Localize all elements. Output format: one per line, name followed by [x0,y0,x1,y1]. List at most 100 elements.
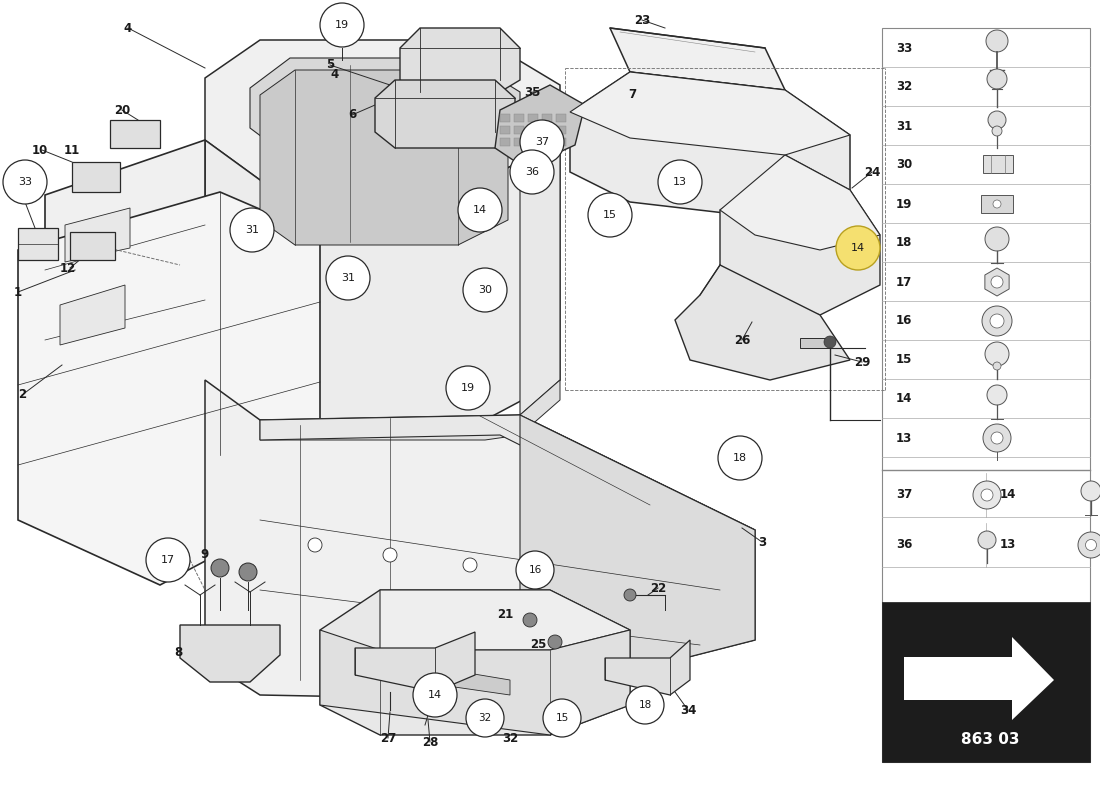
Text: 31: 31 [895,119,912,133]
Text: 30: 30 [478,285,492,295]
Circle shape [981,489,993,501]
Polygon shape [675,265,850,380]
Bar [514,138,524,146]
Text: 21: 21 [497,609,513,622]
Circle shape [516,551,554,589]
Text: 37: 37 [535,137,549,147]
Circle shape [412,673,456,717]
Circle shape [993,362,1001,370]
Polygon shape [983,155,1013,173]
Text: 6: 6 [348,109,356,122]
Text: 14: 14 [428,690,442,700]
Circle shape [146,538,190,582]
Polygon shape [65,208,130,262]
Text: 33: 33 [18,177,32,187]
Text: 13: 13 [895,431,912,445]
Circle shape [383,548,397,562]
Polygon shape [882,602,1090,762]
Circle shape [308,538,322,552]
Text: 17: 17 [895,275,912,289]
Circle shape [548,635,562,649]
Polygon shape [570,72,850,220]
Circle shape [626,686,664,724]
Polygon shape [420,665,510,695]
Circle shape [658,160,702,204]
Text: 29: 29 [854,355,870,369]
Circle shape [3,160,47,204]
Circle shape [520,120,564,164]
Polygon shape [45,140,205,435]
Text: 37: 37 [895,489,912,502]
Circle shape [991,276,1003,288]
Polygon shape [205,140,560,420]
Circle shape [836,226,880,270]
Text: 14: 14 [851,243,865,253]
Text: 23: 23 [634,14,650,26]
Circle shape [446,366,490,410]
Polygon shape [520,415,755,700]
Text: 18: 18 [638,700,651,710]
Circle shape [466,699,504,737]
Text: 15: 15 [603,210,617,220]
Circle shape [320,3,364,47]
Text: 16: 16 [895,314,912,327]
Polygon shape [981,195,1013,213]
Text: 19: 19 [895,198,912,210]
Text: 30: 30 [895,158,912,171]
Bar [500,126,510,134]
Circle shape [588,193,632,237]
Circle shape [1078,532,1100,558]
Polygon shape [60,285,125,345]
Circle shape [987,69,1007,89]
Text: 13: 13 [673,177,688,187]
Bar [542,138,552,146]
Circle shape [983,424,1011,452]
Polygon shape [720,155,880,315]
Text: 16: 16 [528,565,541,575]
Polygon shape [355,632,475,692]
Bar [556,138,566,146]
Polygon shape [400,28,520,92]
Text: 31: 31 [245,225,258,235]
Circle shape [990,314,1004,328]
Polygon shape [610,28,785,90]
Circle shape [522,613,537,627]
Circle shape [993,200,1001,208]
Circle shape [624,589,636,601]
Text: 31: 31 [341,273,355,283]
Text: 10: 10 [32,143,48,157]
Polygon shape [570,72,850,155]
Polygon shape [320,630,630,735]
Text: 18: 18 [895,237,912,250]
Text: 19: 19 [334,20,349,30]
Circle shape [978,531,996,549]
Text: 34: 34 [680,703,696,717]
Circle shape [458,188,502,232]
Polygon shape [260,415,755,545]
Circle shape [463,558,477,572]
Circle shape [543,699,581,737]
Polygon shape [882,28,1090,762]
Text: 32: 32 [895,81,912,94]
Text: 5: 5 [326,58,334,71]
Text: 20: 20 [114,103,130,117]
Text: 4: 4 [331,69,339,82]
Polygon shape [205,40,560,180]
Text: 18: 18 [733,453,747,463]
Text: 25: 25 [530,638,547,651]
Bar [514,126,524,134]
Text: 33: 33 [895,42,912,54]
Circle shape [992,126,1002,136]
Text: 11: 11 [64,143,80,157]
Polygon shape [260,380,560,440]
Circle shape [991,432,1003,444]
Circle shape [824,336,836,348]
Polygon shape [70,232,116,260]
Circle shape [1086,539,1097,550]
Polygon shape [605,640,690,695]
Circle shape [986,30,1008,52]
Polygon shape [18,228,58,260]
Text: 17: 17 [161,555,175,565]
Polygon shape [18,192,320,585]
Polygon shape [984,268,1009,296]
